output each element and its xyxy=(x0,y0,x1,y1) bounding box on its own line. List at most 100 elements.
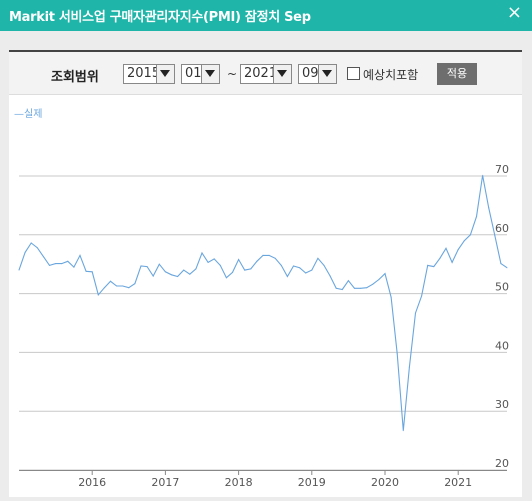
start-year-select[interactable]: 2015 xyxy=(123,64,175,84)
include-forecast-checkbox[interactable] xyxy=(347,67,360,80)
window-title: Markit 서비스업 구매자관리자지수(PMI) 잠정치 Sep xyxy=(9,10,311,25)
data-point xyxy=(469,234,471,236)
data-point xyxy=(213,258,215,260)
data-point xyxy=(451,261,453,264)
end-year-value: 2021 xyxy=(244,66,278,81)
data-point xyxy=(103,287,105,289)
data-point xyxy=(225,277,227,279)
data-point xyxy=(183,269,185,271)
data-point xyxy=(122,285,124,287)
end-month-value: 09 xyxy=(302,66,319,81)
title-bar: Markit 서비스업 구매자관리자지수(PMI) 잠정치 Sep × xyxy=(0,0,532,31)
x-tick-label: 2019 xyxy=(298,476,326,489)
data-point xyxy=(128,287,130,289)
data-point xyxy=(134,283,136,285)
data-point xyxy=(61,263,63,265)
y-tick-label: 70 xyxy=(495,163,509,176)
data-point xyxy=(195,268,197,270)
range-separator: ~ xyxy=(227,67,238,81)
data-point xyxy=(207,261,209,264)
data-point xyxy=(286,275,288,278)
legend-line-icon: — xyxy=(14,109,24,120)
data-point xyxy=(366,287,368,289)
data-point xyxy=(268,254,270,256)
data-point xyxy=(85,270,87,272)
y-tick-label: 50 xyxy=(495,281,509,294)
data-point xyxy=(323,264,325,266)
end-year-select[interactable]: 2021 xyxy=(240,64,292,84)
data-point xyxy=(433,265,435,268)
x-tick-label: 2018 xyxy=(225,476,253,489)
x-tick-label: 2020 xyxy=(371,476,399,489)
data-point xyxy=(177,275,179,278)
data-point xyxy=(353,287,356,289)
data-point xyxy=(414,312,417,314)
data-point xyxy=(201,252,203,254)
data-point xyxy=(500,263,502,265)
data-point xyxy=(18,269,20,271)
data-point xyxy=(439,257,441,259)
data-point xyxy=(421,295,423,297)
close-icon[interactable]: × xyxy=(506,2,522,23)
x-tick-label: 2017 xyxy=(151,476,179,489)
x-tick-label: 2016 xyxy=(78,476,106,489)
data-point xyxy=(396,352,398,355)
y-tick-label: 20 xyxy=(495,457,509,470)
data-point xyxy=(360,287,362,289)
chevron-down-icon xyxy=(318,65,336,83)
data-point xyxy=(189,273,191,275)
end-month-select[interactable]: 09 xyxy=(298,64,337,84)
data-point xyxy=(347,280,349,282)
date-range-controls: 조회범위 2015 01 ~ 2021 09 예상치포함 적용 xyxy=(9,52,522,95)
data-point xyxy=(494,234,496,236)
line-chart: 20 30 40 50 60 70 2016 2017 2018 2019 2020 2021 xyxy=(18,163,509,489)
data-point xyxy=(164,271,166,273)
data-point xyxy=(244,269,246,271)
y-tick-label: 60 xyxy=(495,222,509,235)
data-point xyxy=(506,267,508,269)
data-point xyxy=(79,254,81,256)
data-point xyxy=(427,264,429,266)
data-point xyxy=(475,215,478,218)
start-month-value: 01 xyxy=(185,66,202,81)
data-point xyxy=(48,264,51,266)
data-point xyxy=(329,275,331,277)
data-point xyxy=(73,266,75,268)
x-tick-label: 2021 xyxy=(444,476,472,489)
data-point xyxy=(402,430,404,432)
data-point xyxy=(311,269,313,271)
data-point xyxy=(488,207,490,209)
data-point xyxy=(274,257,276,259)
data-point xyxy=(231,271,234,274)
data-point xyxy=(109,280,112,282)
y-tick-label: 40 xyxy=(495,339,509,352)
data-point xyxy=(372,283,374,285)
data-point xyxy=(158,263,160,265)
data-point xyxy=(55,263,57,265)
data-point xyxy=(170,274,173,276)
data-point xyxy=(390,296,392,298)
data-point xyxy=(299,267,301,269)
data-point xyxy=(305,272,307,274)
range-label: 조회범위 xyxy=(51,70,99,85)
data-point xyxy=(457,248,459,251)
data-point xyxy=(280,264,282,266)
y-tick-label: 30 xyxy=(495,398,509,411)
start-year-value: 2015 xyxy=(127,66,161,81)
chevron-down-icon xyxy=(273,65,291,83)
data-point xyxy=(42,255,45,258)
data-point xyxy=(317,257,319,259)
legend-item-actual[interactable]: —실제 xyxy=(14,105,42,120)
data-point xyxy=(91,271,93,273)
data-point xyxy=(36,247,38,249)
data-point xyxy=(97,294,99,296)
data-point xyxy=(152,275,154,277)
data-point xyxy=(445,247,447,249)
data-point xyxy=(30,242,32,244)
include-forecast-label[interactable]: 예상치포함 xyxy=(363,68,419,82)
data-point xyxy=(250,268,252,270)
data-point xyxy=(24,251,26,254)
data-point xyxy=(67,260,69,262)
apply-button[interactable]: 적용 xyxy=(437,63,477,85)
start-month-select[interactable]: 01 xyxy=(181,64,220,84)
